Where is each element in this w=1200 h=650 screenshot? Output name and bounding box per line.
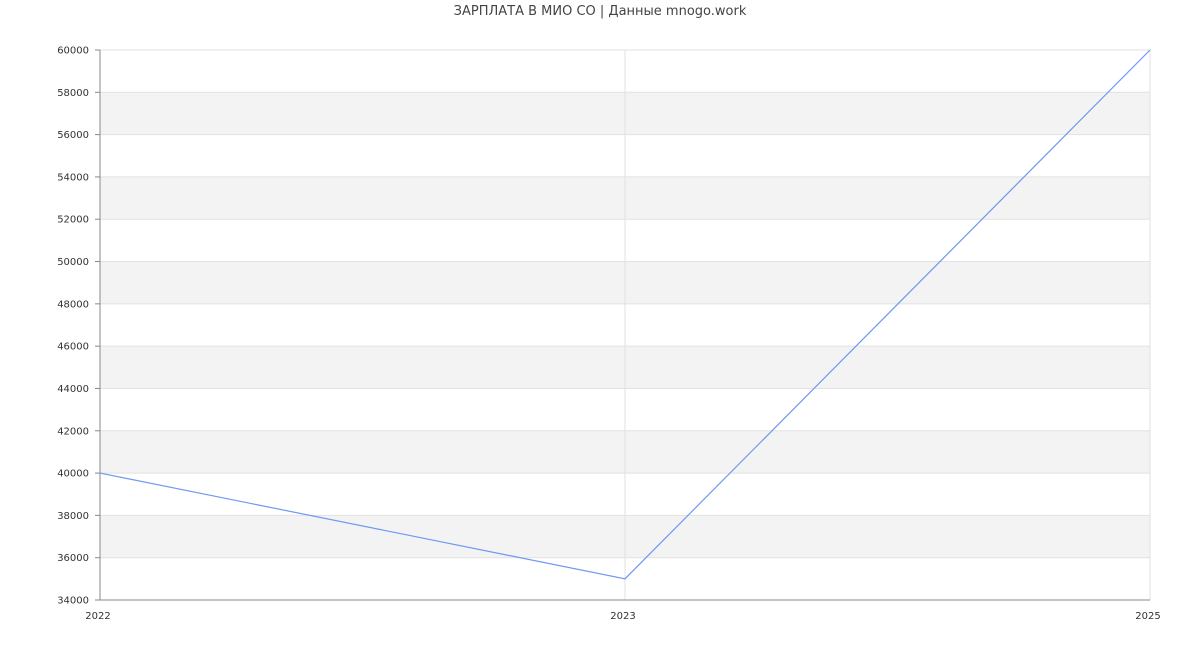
y-tick-label: 54000 bbox=[57, 172, 89, 183]
y-tick-label: 46000 bbox=[57, 342, 89, 353]
y-tick-label: 50000 bbox=[57, 257, 89, 268]
y-tick-label: 34000 bbox=[57, 596, 89, 607]
y-tick-label: 58000 bbox=[57, 88, 89, 99]
y-tick-label: 42000 bbox=[57, 426, 89, 437]
y-tick-label: 44000 bbox=[57, 384, 89, 395]
y-tick-label: 56000 bbox=[57, 130, 89, 141]
y-tick-label: 52000 bbox=[57, 215, 89, 226]
x-tick-label: 2022 bbox=[85, 611, 110, 622]
chart-title: ЗАРПЛАТА В МИО СО | Данные mnogo.work bbox=[453, 4, 747, 19]
y-tick-label: 60000 bbox=[57, 46, 89, 57]
y-tick-label: 38000 bbox=[57, 511, 89, 522]
data-point bbox=[99, 472, 101, 474]
data-point bbox=[624, 578, 626, 580]
y-tick-label: 36000 bbox=[57, 553, 89, 564]
x-tick-label: 2025 bbox=[1135, 611, 1160, 622]
data-point bbox=[1149, 49, 1151, 51]
x-tick-label: 2023 bbox=[610, 611, 635, 622]
y-tick-label: 48000 bbox=[57, 299, 89, 310]
y-tick-label: 40000 bbox=[57, 469, 89, 480]
